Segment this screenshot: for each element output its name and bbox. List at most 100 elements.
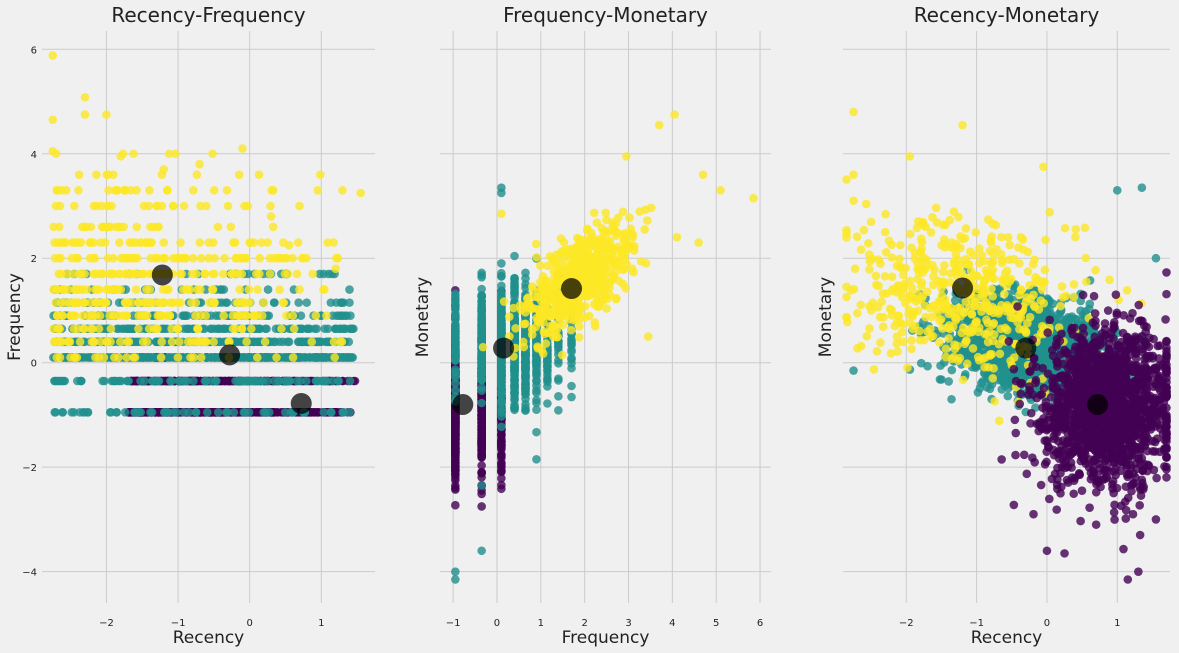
- scatter-point: [100, 376, 109, 386]
- scatter-point: [201, 201, 211, 211]
- scatter-point: [229, 408, 239, 417]
- scatter-point: [142, 238, 152, 247]
- scatter-point: [451, 442, 460, 452]
- scatter-point: [102, 170, 112, 179]
- scatter-point: [261, 408, 270, 417]
- scatter-point: [157, 311, 167, 320]
- scatter-point: [177, 269, 186, 279]
- scatter-point: [265, 253, 275, 263]
- scatter-point: [202, 376, 211, 386]
- y-tick-label: 4: [31, 150, 37, 161]
- y-axis-label: Frequency: [5, 273, 25, 361]
- scatter-point: [497, 272, 506, 281]
- scatter-point: [53, 311, 62, 320]
- scatter-point: [451, 483, 460, 493]
- scatter-point: [220, 324, 230, 334]
- scatter-point: [211, 311, 221, 320]
- scatter-point: [266, 201, 275, 211]
- scatter-point: [274, 376, 284, 386]
- scatter-point: [255, 253, 265, 263]
- scatter-point: [120, 186, 129, 195]
- scatter-point: [549, 266, 558, 276]
- scatter-point: [230, 238, 240, 247]
- y-tick-label: −4: [22, 568, 37, 579]
- scatter-point: [555, 313, 565, 322]
- scatter-point: [620, 244, 630, 254]
- scatter-point: [120, 298, 130, 307]
- scatter-point: [540, 305, 550, 314]
- scatter-point: [221, 298, 231, 307]
- scatter-point: [527, 325, 537, 334]
- scatter-point: [322, 376, 332, 386]
- scatter-point: [292, 269, 302, 279]
- scatter-point: [115, 238, 124, 247]
- scatter-point: [240, 201, 249, 211]
- scatter-point: [168, 201, 178, 211]
- scatter-point: [602, 228, 612, 238]
- scatter-point: [554, 392, 563, 401]
- scatter-point: [284, 240, 294, 250]
- scatter-point: [330, 353, 339, 362]
- scatter-point: [204, 238, 214, 247]
- scatter-point: [280, 408, 290, 417]
- scatter-point: [356, 188, 365, 198]
- scatter-point: [477, 270, 486, 280]
- scatter-point: [643, 332, 653, 341]
- scatter-point: [312, 376, 322, 386]
- x-axis-label: Recency: [173, 628, 245, 648]
- scatter-point: [280, 269, 290, 279]
- scatter-point: [218, 269, 228, 279]
- scatter-point: [115, 376, 124, 386]
- scatter-point: [252, 269, 261, 279]
- scatter-point: [115, 269, 124, 279]
- scatter-point: [589, 208, 599, 218]
- scatter-point: [122, 269, 132, 279]
- scatter-point: [108, 253, 118, 263]
- scatter-point: [56, 253, 65, 263]
- scatter-point: [75, 337, 85, 347]
- scatter-point: [548, 320, 558, 330]
- scatter-point: [268, 222, 278, 232]
- scatter-point: [80, 222, 90, 232]
- scatter-point: [196, 337, 205, 347]
- scatter-point: [522, 294, 532, 303]
- scatter-point: [248, 376, 258, 386]
- x-tick-label: 6: [757, 618, 763, 629]
- scatter-point: [716, 186, 725, 195]
- scatter-point: [342, 353, 352, 362]
- scatter-point: [288, 353, 298, 362]
- scatter-point: [253, 285, 262, 294]
- scatter-point: [618, 207, 628, 217]
- scatter-point: [319, 269, 328, 279]
- scatter-point: [86, 238, 96, 247]
- scatter-point: [266, 212, 276, 221]
- scatter-point: [103, 201, 113, 211]
- scatter-point: [477, 297, 486, 306]
- scatter-point: [315, 170, 325, 179]
- scatter-point: [640, 225, 649, 234]
- x-tick-label: 4: [669, 618, 675, 629]
- scatter-point: [451, 370, 460, 379]
- scatter-point: [173, 353, 183, 362]
- scatter-point: [259, 298, 269, 307]
- scatter-point: [567, 363, 576, 373]
- scatter-point: [554, 302, 563, 312]
- scatter-point: [497, 453, 506, 463]
- scatter-point: [497, 422, 506, 432]
- centroid-marker: [290, 392, 312, 414]
- scatter-point: [78, 311, 88, 320]
- scatter-point: [310, 353, 320, 362]
- scatter-point: [127, 238, 137, 247]
- scatter-point: [77, 285, 87, 294]
- centroid-marker: [561, 278, 583, 300]
- scatter-point: [74, 170, 84, 179]
- scatter-point: [511, 324, 520, 333]
- scatter-point: [220, 253, 229, 263]
- scatter-point: [451, 469, 460, 479]
- scatter-point: [567, 392, 576, 402]
- scatter-point: [49, 222, 58, 232]
- scatter-point: [497, 209, 506, 219]
- scatter-point: [611, 259, 621, 269]
